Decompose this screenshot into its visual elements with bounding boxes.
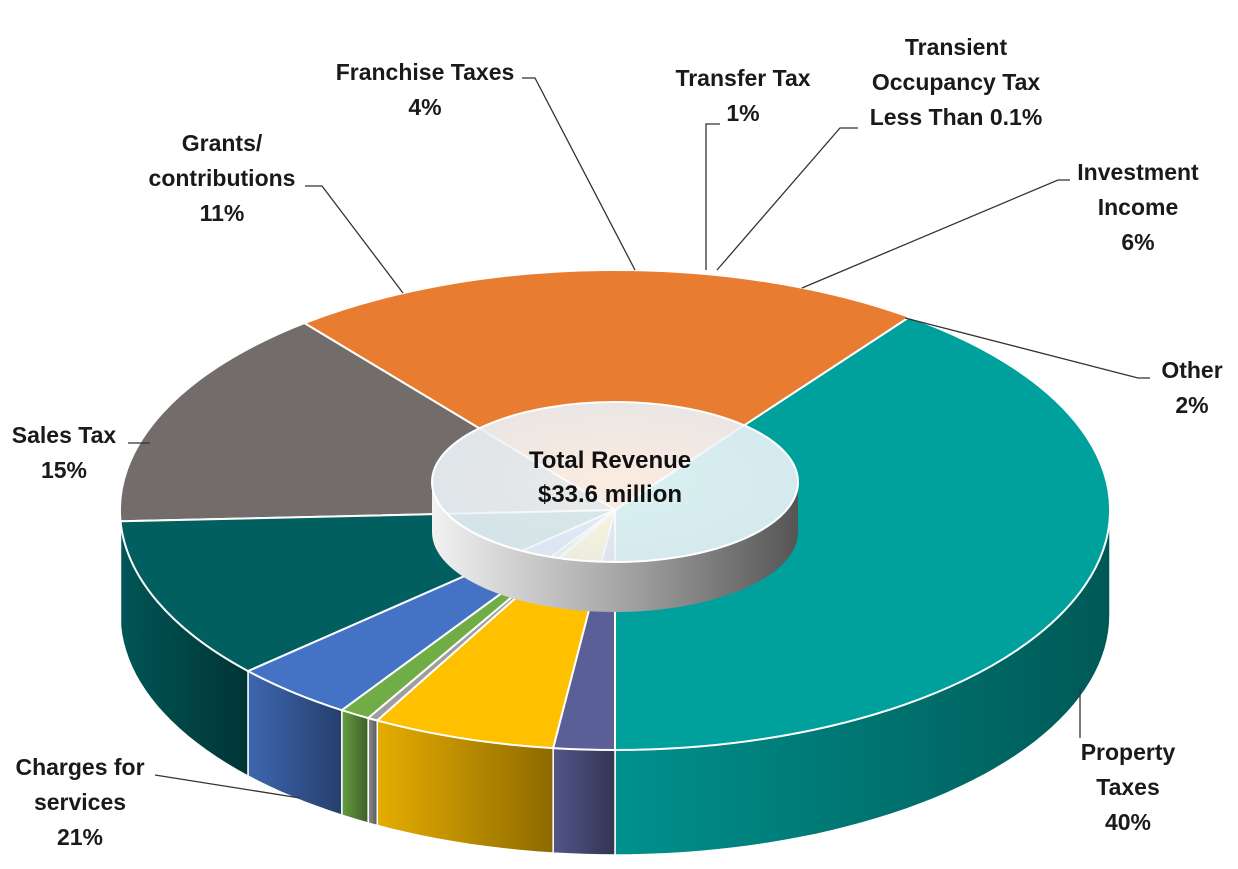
- center-hole-wall: [432, 482, 798, 612]
- slice-label-other: Other 2%: [1161, 357, 1222, 418]
- slice-value-grants: 11%: [200, 200, 245, 226]
- center-label-line1: Total Revenue: [529, 447, 691, 474]
- leader-line-franchise: [522, 77, 636, 271]
- slice-name-property: Property: [1081, 739, 1176, 765]
- slice-value-investment: 6%: [1121, 229, 1154, 255]
- center-hole-top: [431, 401, 799, 563]
- slice-label-franchise: Franchise Taxes 4%: [336, 59, 515, 120]
- slice-name-investment: Investment: [1077, 159, 1199, 185]
- donut-side-layer: [119, 509, 1111, 856]
- slice-name-other: Other: [1161, 357, 1222, 383]
- slice-side-shade-other: [552, 747, 616, 856]
- leader-line-transfer: [705, 123, 720, 270]
- slice-label-grants: Grants/contributions 11%: [149, 130, 296, 226]
- slice-value-transfer: 1%: [726, 100, 759, 126]
- slice-name-franchise: Franchise Taxes: [336, 59, 515, 85]
- leader-line-charges: [154, 774, 301, 799]
- slice-side-shade-transient: [367, 717, 379, 827]
- slice-name-sales: Sales Tax: [12, 422, 117, 448]
- donut-center-hole: Total Revenue $33.6 million: [431, 401, 799, 612]
- slice-name-charges: Charges for: [15, 754, 144, 780]
- slice-name-transfer: Transfer Tax: [675, 65, 810, 91]
- slice-name-grants: contributions: [149, 165, 296, 191]
- slice-top-property: [614, 315, 1112, 752]
- slice-name-grants: Grants/: [182, 130, 263, 156]
- slice-label-transfer: Transfer Tax 1%: [675, 65, 810, 126]
- slice-name-transient: Transient: [905, 34, 1008, 60]
- slice-label-investment: Investment Income 6%: [1077, 159, 1199, 255]
- slice-value-franchise: 4%: [408, 94, 441, 120]
- slice-name-property: Taxes: [1096, 774, 1160, 800]
- donut-top-layer: [118, 269, 1112, 752]
- leader-line-grants: [305, 185, 404, 294]
- center-label-line2: $33.6 million: [538, 481, 682, 508]
- leader-line-transient: [716, 127, 858, 271]
- slice-side-shade-transfer: [341, 709, 369, 825]
- slice-value-charges: 21%: [57, 824, 103, 850]
- slice-top-charges: [302, 269, 912, 512]
- leader-line-investment: [801, 179, 1070, 289]
- slice-name-investment: Income: [1098, 194, 1179, 220]
- slice-value-other: 2%: [1175, 392, 1208, 418]
- slice-value-transient: Less Than 0.1%: [870, 104, 1043, 130]
- slice-label-sales: Sales Tax 15%: [12, 422, 117, 483]
- slice-labels: Property Taxes 40% Charges for services 21% Sa…: [12, 34, 1223, 850]
- slice-value-property: 40%: [1105, 809, 1151, 835]
- slice-label-property: Property Taxes 40%: [1081, 739, 1176, 835]
- slice-label-transient: Transient Occupancy Tax Less Than 0.1%: [870, 34, 1043, 130]
- slice-value-sales: 15%: [41, 457, 87, 483]
- slice-name-charges: services: [34, 789, 126, 815]
- slice-name-transient: Occupancy Tax: [872, 69, 1041, 95]
- leader-line-other: [904, 317, 1150, 379]
- slice-label-charges: Charges for services 21%: [15, 754, 144, 850]
- leader-lines: [128, 77, 1150, 799]
